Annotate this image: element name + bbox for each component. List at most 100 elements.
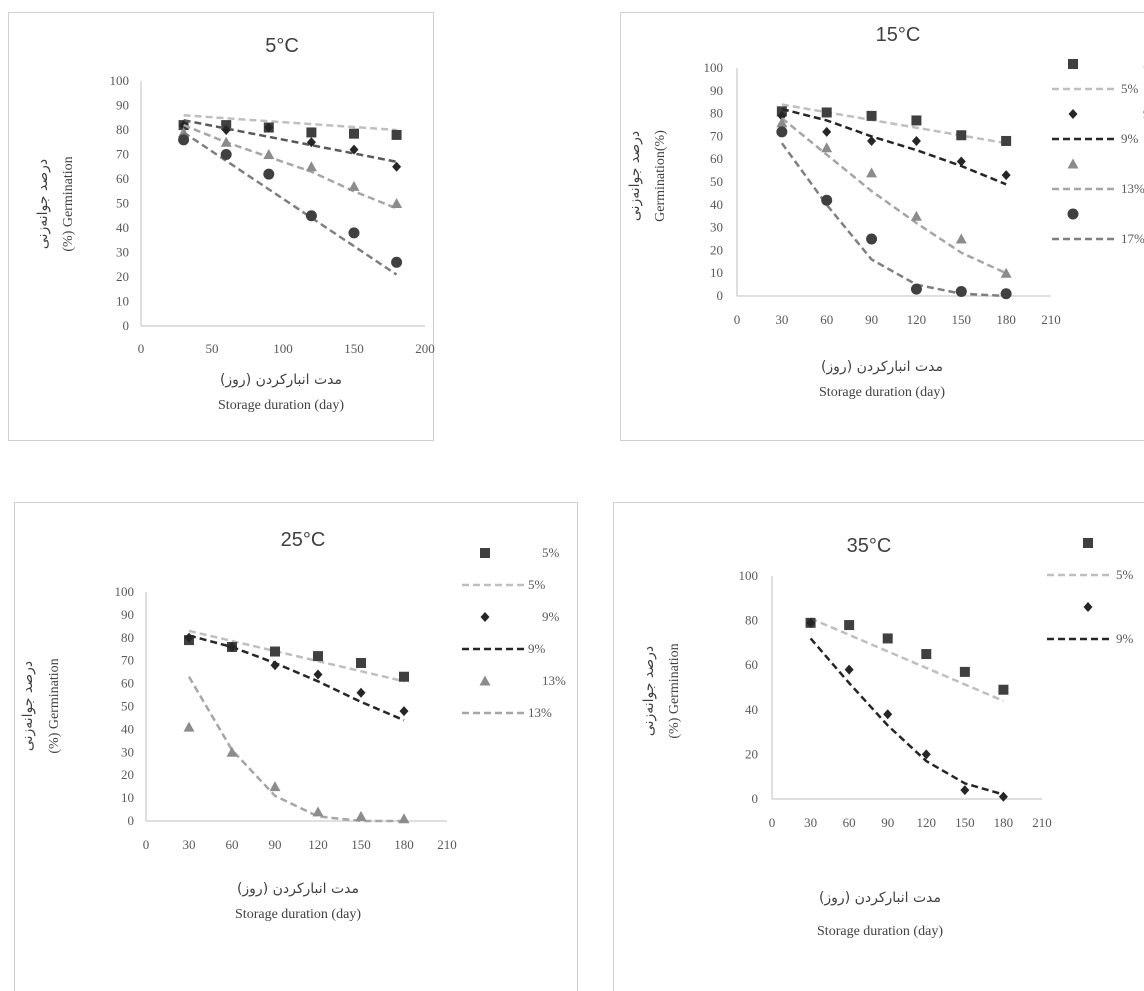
data-point-17pct: [821, 194, 833, 206]
y-tick-label: 100: [115, 584, 135, 599]
trendline-13pct: [183, 123, 398, 210]
x-tick-label: 200: [415, 341, 435, 356]
data-point-9pct: [356, 687, 366, 698]
data-point-5pct: [270, 646, 280, 657]
y-tick-label: 40: [710, 197, 723, 212]
y-tick-label: 0: [123, 318, 130, 333]
x-tick-label: 210: [1041, 312, 1061, 327]
y-tick-label: 80: [710, 106, 723, 121]
chart-title: 35°C: [847, 535, 892, 557]
x-tick-label: 30: [775, 312, 788, 327]
legend-label: 5%: [542, 545, 560, 560]
data-point-9pct: [399, 706, 409, 717]
x-tick-label: 30: [804, 815, 817, 830]
y-axis-label-fa: درصد جوانه‌زنی: [35, 159, 51, 249]
chart-panel-15c: 15°C 0 10 20 30 40 50 60 70 80 90 100 0 30 60 90 120 150 1…: [620, 12, 1144, 441]
chart-15c: 15°C 0 10 20 30 40 50 60 70 80 90 100 0 30 60 90 120 150 1…: [627, 24, 1144, 400]
y-tick-label: 0: [752, 791, 759, 806]
data-point-13pct: [305, 161, 317, 172]
x-tick-label: 90: [269, 837, 282, 852]
data-point-9pct: [392, 161, 402, 172]
y-axis-label-en: Germination(%): [653, 130, 668, 222]
y-tick-label: 90: [710, 83, 723, 98]
data-point-13pct: [821, 142, 833, 153]
legend-trend-label: 9%: [1116, 631, 1134, 646]
y-tick-label: 40: [745, 702, 758, 717]
y-tick-label: 20: [121, 767, 134, 782]
x-axis-label-en: Storage duration (day): [218, 398, 344, 413]
x-axis-label-en: Storage duration (day): [817, 924, 943, 939]
data-point-13pct: [866, 167, 878, 178]
y-tick-label: 20: [116, 269, 129, 284]
x-tick-label: 150: [955, 815, 975, 830]
data-point-9pct: [313, 669, 323, 680]
y-tick-label: 60: [745, 657, 758, 672]
x-tick-label: 90: [865, 312, 878, 327]
data-point-5pct: [882, 633, 893, 644]
data-point-13pct: [398, 813, 410, 824]
x-tick-label: 210: [437, 837, 457, 852]
data-point-9pct: [867, 135, 877, 146]
y-tick-label: 100: [110, 73, 130, 88]
x-tick-label: 60: [843, 815, 856, 830]
legend-marker: [1068, 59, 1078, 69]
legend-trend-label: 13%: [1121, 181, 1144, 196]
x-tick-label: 50: [206, 341, 219, 356]
y-axis-label-fa: درصد جوانه‌زنی: [641, 646, 657, 736]
y-tick-label: 20: [745, 746, 758, 761]
y-tick-label: 100: [704, 60, 724, 75]
trendline-5pct: [183, 114, 397, 132]
data-point-13pct: [269, 781, 281, 792]
trendline-13pct: [781, 117, 1007, 275]
legend-trend-label: 9%: [1121, 131, 1139, 146]
data-point-9pct: [184, 632, 194, 643]
y-tick-label: 30: [710, 220, 723, 235]
trendline-17pct: [182, 131, 398, 276]
x-tick-label: 60: [820, 312, 833, 327]
data-point-17pct: [910, 283, 922, 295]
data-point-9pct: [264, 122, 274, 133]
data-point-9pct: [221, 125, 231, 135]
x-tick-label: 90: [881, 815, 894, 830]
y-tick-label: 100: [739, 568, 759, 583]
legend-marker: [1083, 602, 1093, 612]
y-tick-label: 10: [121, 790, 134, 805]
x-tick-label: 30: [183, 837, 196, 852]
trendline-9pct: [809, 637, 1004, 796]
data-point-13pct: [348, 180, 360, 191]
x-tick-label: 0: [734, 312, 741, 327]
legend-trend-label: 5%: [1116, 567, 1134, 582]
data-point-17pct: [305, 210, 317, 222]
trendline-13pct: [187, 676, 404, 823]
x-tick-label: 120: [907, 312, 927, 327]
data-point-5pct: [356, 657, 366, 668]
data-point-13pct: [391, 198, 403, 208]
data-point-13pct: [183, 721, 195, 732]
chart-5c: 5°C 0 10 20 30 40 50 60 70 80 90 100 0 50 100 150 200 مدت…: [35, 35, 435, 413]
legend-label: 13%: [542, 673, 566, 688]
x-tick-label: 120: [308, 837, 328, 852]
trendline-5pct: [188, 629, 405, 683]
chart-25c: 25°C 0 10 20 30 40 50 60 70 80 90 100 0 30 60 90 120 150 1…: [20, 529, 566, 922]
data-point-13pct: [355, 810, 367, 821]
data-point-13pct: [263, 149, 275, 159]
data-point-9pct: [883, 709, 893, 720]
data-point-9pct: [227, 641, 237, 652]
y-tick-label: 80: [116, 122, 129, 137]
data-point-5pct: [1001, 135, 1012, 146]
x-tick-label: 150: [344, 341, 364, 356]
legend-marker: [480, 612, 490, 622]
data-point-5pct: [399, 671, 409, 682]
data-point-9pct: [911, 135, 921, 146]
trendline-5pct: [810, 617, 1004, 703]
y-tick-label: 60: [710, 151, 723, 166]
trendline-17pct: [780, 142, 1007, 298]
chart-panel-35c: 35°C 0 20 40 60 80 100 0 30 60 90 120 150 180 210 مدت ا…: [613, 502, 1144, 991]
x-axis-label-en: Storage duration (day): [235, 907, 361, 922]
y-tick-label: 70: [121, 653, 134, 668]
data-point-5pct: [959, 666, 970, 677]
y-tick-label: 40: [116, 220, 129, 235]
legend-marker: [1068, 109, 1078, 119]
y-tick-label: 50: [121, 699, 134, 714]
x-tick-label: 180: [996, 312, 1016, 327]
